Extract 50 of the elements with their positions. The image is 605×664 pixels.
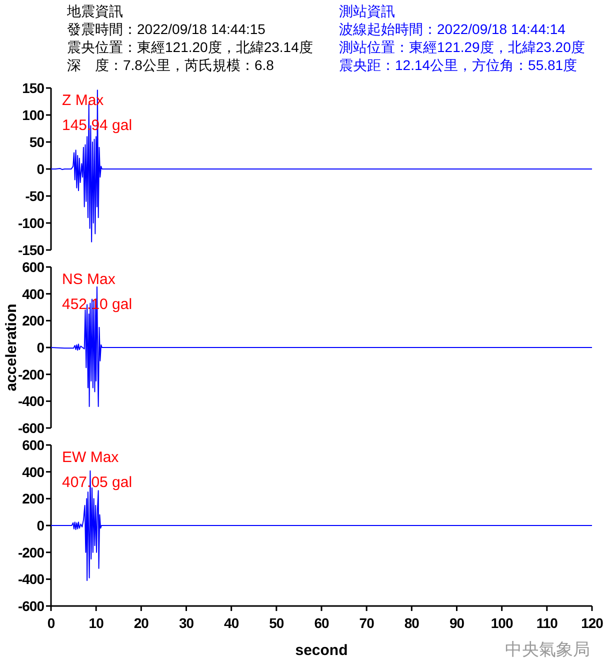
y-tick-label: -200 [18, 366, 45, 382]
x-tick-label: 10 [88, 615, 104, 631]
y-tick-label: 400 [22, 286, 45, 302]
x-tick-label: 30 [178, 615, 194, 631]
x-tick-label: 40 [224, 615, 240, 631]
x-tick-label: 120 [581, 615, 604, 631]
y-tick-label: 50 [29, 134, 45, 150]
line-series [50, 286, 592, 408]
y-tick-label: 600 [22, 259, 45, 275]
y-tick-label: -600 [18, 598, 45, 614]
x-tick-label: 70 [359, 615, 375, 631]
y-tick-label: 100 [22, 107, 45, 123]
y-tick-label: 400 [22, 464, 45, 480]
line-series [50, 90, 592, 242]
text: 中央氣象局 [505, 640, 590, 659]
y-tick-label: 0 [36, 161, 45, 177]
y-tick-label: -50 [25, 188, 45, 204]
text: 地震資訊 [66, 3, 123, 19]
y-tick-label: 0 [36, 340, 45, 356]
y-tick-label: -200 [18, 544, 45, 560]
annotation: EW Max [62, 449, 120, 466]
text: 測站資訊 [339, 3, 395, 19]
x-tick-label: 90 [449, 615, 465, 631]
y-tick-label: 200 [22, 312, 45, 329]
y-tick-label: -400 [18, 393, 45, 410]
y-tick-label: -400 [18, 571, 45, 588]
x-tick-label: 0 [47, 615, 56, 631]
y-axis-title: acceleration [3, 304, 20, 392]
text: 震央距：12.14公里，方位角：55.81度 [339, 57, 578, 73]
text: 波線起始時間：2022/09/18 14:44:14 [339, 21, 566, 37]
x-tick-label: 50 [269, 615, 284, 631]
y-tick-label: 600 [22, 437, 45, 453]
annotation: NS Max [62, 271, 116, 288]
y-tick-label: 200 [22, 490, 45, 507]
y-tick-label: -150 [18, 242, 45, 258]
text: 震央位置：東經121.20度，北緯23.14度 [67, 39, 313, 55]
x-axis-title: second [295, 642, 348, 659]
text: 測站位置：東經121.29度，北緯23.20度 [339, 39, 585, 55]
x-tick-label: 60 [314, 615, 330, 631]
line-series [50, 470, 592, 582]
x-tick-label: 100 [490, 615, 514, 631]
text: 發震時間：2022/09/18 14:44:15 [67, 21, 266, 37]
y-tick-label: 0 [36, 518, 45, 534]
y-tick-label: -100 [18, 215, 45, 231]
x-tick-label: 20 [134, 615, 150, 631]
y-tick-label: 150 [22, 80, 45, 96]
y-tick-label: -600 [18, 420, 45, 436]
x-tick-label: 110 [536, 615, 558, 631]
x-tick-label: 80 [404, 615, 420, 631]
text: 深 度：7.8公里，芮氏規模：6.8 [67, 57, 274, 73]
